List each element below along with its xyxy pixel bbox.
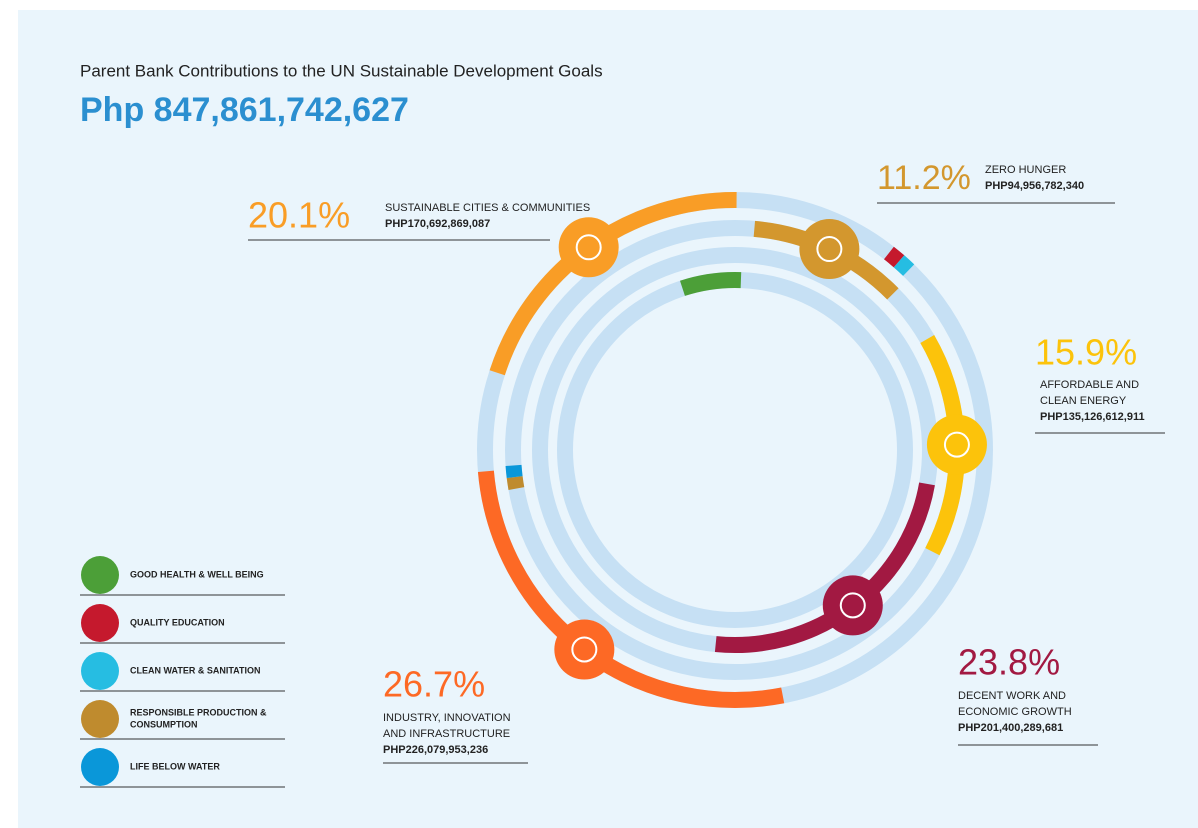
goal-icon	[822, 575, 883, 636]
legend-label: CLEAN WATER & SANITATION	[130, 665, 261, 675]
goal-icon-mark	[816, 236, 843, 263]
legend-icon	[81, 556, 119, 594]
legend-icon	[81, 700, 119, 738]
segment	[883, 246, 905, 268]
goal-name: DECENT WORK AND	[958, 690, 1066, 702]
goal-icon	[799, 219, 860, 280]
goal-icon	[926, 414, 987, 475]
goal-amount: PHP94,956,782,340	[985, 180, 1084, 192]
goal-amount: PHP170,692,869,087	[385, 218, 490, 230]
segment	[505, 464, 523, 479]
goal-name: AFFORDABLE AND	[1040, 379, 1139, 391]
segment	[893, 255, 915, 276]
goal-name: INDUSTRY, INNOVATION	[383, 712, 511, 724]
goal-amount: PHP135,126,612,911	[1040, 411, 1145, 423]
background	[18, 10, 1198, 828]
total: Php 847,861,742,627	[80, 91, 409, 129]
goal-name: ZERO HUNGER	[985, 164, 1066, 176]
segment	[506, 476, 525, 490]
segment	[679, 272, 742, 296]
goal-icon-mark	[575, 234, 602, 261]
title: Parent Bank Contributions to the UN Sust…	[80, 61, 603, 80]
goal-percent: 23.8%	[958, 642, 1060, 683]
goal-icon-mark	[839, 592, 866, 619]
goal-amount: PHP201,400,289,681	[958, 722, 1063, 734]
legend-label: LIFE BELOW WATER	[130, 761, 220, 771]
goal-percent: 26.7%	[383, 664, 485, 705]
goal-icon	[554, 619, 615, 680]
goal-name: SUSTAINABLE CITIES & COMMUNITIES	[385, 202, 590, 214]
goal-name: CLEAN ENERGY	[1040, 395, 1127, 407]
goal-percent: 20.1%	[248, 195, 350, 236]
goal-amount: PHP226,079,953,236	[383, 744, 488, 756]
goal-icon-mark	[943, 431, 970, 458]
legend-label: CONSUMPTION	[130, 719, 198, 729]
legend-label: RESPONSIBLE PRODUCTION &	[130, 707, 267, 717]
goal-percent: 11.2%	[877, 159, 971, 197]
legend-icon	[81, 652, 119, 690]
legend-label: GOOD HEALTH & WELL BEING	[130, 569, 264, 579]
goal-icon-mark	[571, 636, 598, 663]
legend-icon	[81, 748, 119, 786]
goal-icon	[558, 217, 619, 278]
legend-icon	[81, 604, 119, 642]
goal-percent: 15.9%	[1035, 332, 1137, 373]
legend-label: QUALITY EDUCATION	[130, 617, 225, 627]
goal-name: AND INFRASTRUCTURE	[383, 728, 510, 740]
goal-name: ECONOMIC GROWTH	[958, 706, 1072, 718]
